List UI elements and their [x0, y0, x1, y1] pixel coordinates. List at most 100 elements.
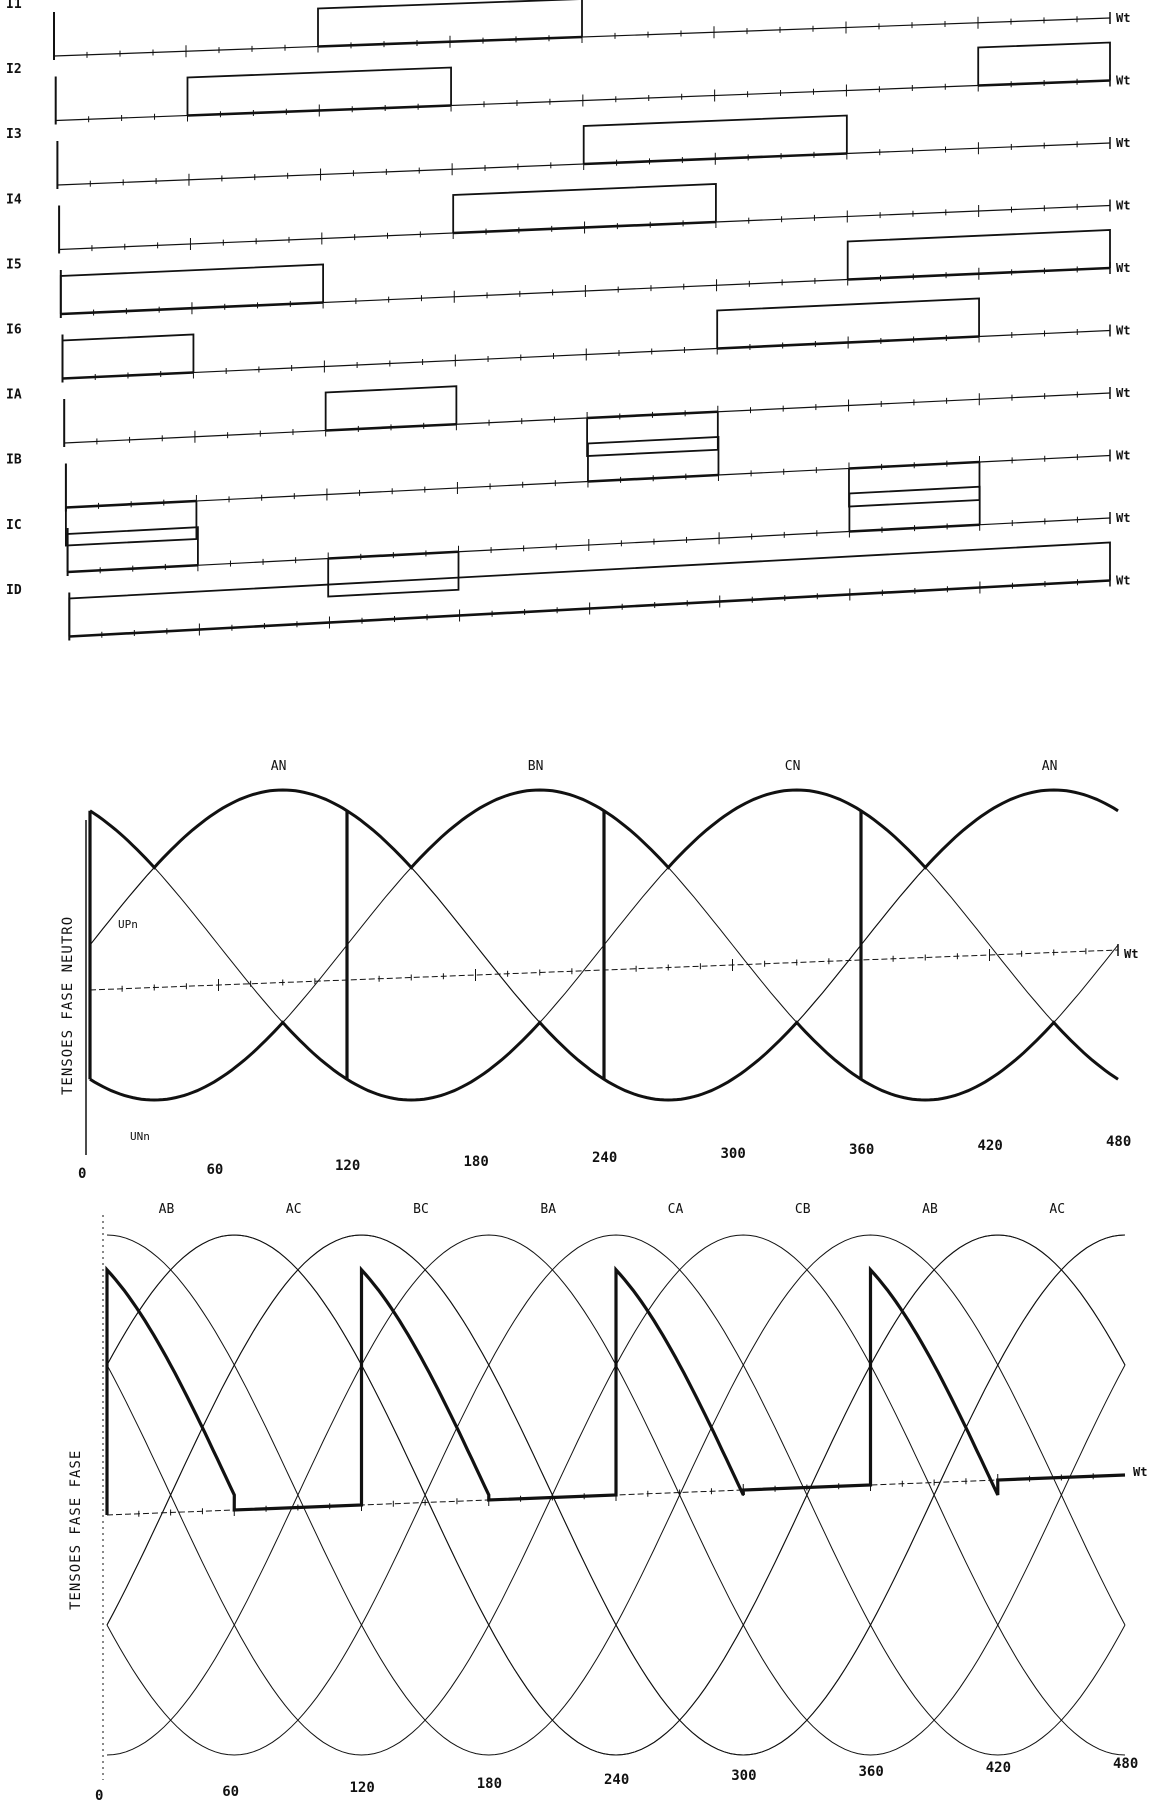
- pn-tick-label: 60: [207, 1162, 224, 1178]
- signal-label: I3: [6, 127, 22, 142]
- pulse-high: [317, 0, 583, 47]
- pulse-high-base: [60, 301, 324, 316]
- pulse-low: [327, 551, 460, 598]
- pp-series-ba: [106, 1234, 1126, 1756]
- wt-axis-label: Wt: [1116, 386, 1130, 400]
- pulse-high-base: [325, 422, 457, 432]
- wt-axis-label: Wt: [1116, 511, 1130, 525]
- pulse-high: [716, 297, 980, 349]
- wt-axis-label: Wt: [1116, 136, 1130, 150]
- pp-tick-label: 120: [350, 1780, 375, 1796]
- pulse-high-base: [583, 152, 847, 166]
- pp-wt-label: Wt: [1133, 1465, 1147, 1479]
- pulse-high: [848, 485, 981, 532]
- pulse-high-base: [69, 579, 1111, 638]
- pulse-low-base: [848, 460, 980, 470]
- pp-series-label: AC: [286, 1202, 302, 1217]
- phase-phase-chart: Wt AB AC BC BA CA CB AB AC 0 60 120 180 240 300 360 420 4…: [68, 1202, 1147, 1804]
- wt-axis-label: Wt: [1116, 261, 1130, 275]
- pulse-high-base: [849, 523, 980, 533]
- signal-label: IB: [6, 453, 22, 468]
- pulse-diagram: I1 Wt I2 Wt I3 Wt I4 Wt I5 Wt I6 Wt IA Wt IB Wt IC Wt ID Wt: [6, 0, 1130, 641]
- signal-IC: IC Wt: [6, 485, 1130, 598]
- pp-tick-label: 180: [477, 1776, 502, 1792]
- pp-series-label: BA: [540, 1202, 556, 1217]
- signal-label: IA: [6, 388, 22, 403]
- pn-upn-label: UPn: [118, 918, 138, 931]
- pn-wt-label: Wt: [1124, 947, 1138, 961]
- pulse-high: [324, 385, 458, 431]
- pn-tick-label: 480: [1106, 1134, 1131, 1150]
- pulse-high: [66, 526, 199, 572]
- phase-neutral-chart: Wt AN BN CN AN UPn UNn 0 60 120 180 240 300 360 420 480…: [60, 759, 1138, 1182]
- pulse-low-base: [65, 499, 197, 509]
- signal-IA: IA Wt: [6, 385, 1130, 457]
- signal-I4: I4 Wt: [6, 183, 1130, 254]
- pn-ylabel: TENSOES FASE NEUTRO: [60, 916, 76, 1095]
- signal-I3: I3 Wt: [6, 114, 1130, 189]
- pn-series-label: AN: [271, 759, 287, 774]
- pulse-high: [846, 229, 1111, 280]
- signal-label: IC: [6, 518, 22, 533]
- signal-label: ID: [6, 583, 22, 598]
- pn-unn-label: UNn: [130, 1130, 150, 1143]
- pp-tick-label: 300: [731, 1768, 756, 1784]
- signal-I5: I5 Wt: [6, 229, 1130, 318]
- pulse-high-base: [62, 371, 194, 380]
- pp-series-label: AB: [159, 1202, 175, 1217]
- pn-tick-label: 240: [592, 1150, 617, 1166]
- pulse-high: [59, 263, 325, 314]
- pulse-low: [848, 462, 981, 508]
- pulse-high-base: [453, 220, 716, 235]
- pp-tick-label: 360: [859, 1764, 884, 1780]
- pulse-high: [977, 41, 1111, 86]
- signal-label: I6: [6, 323, 22, 338]
- pp-series-ab: [106, 1234, 1126, 1756]
- pp-series-label: CB: [795, 1202, 811, 1217]
- pulse-low: [65, 501, 198, 547]
- signal-I2: I2 Wt: [6, 41, 1130, 125]
- signal-label: I5: [6, 257, 22, 272]
- pulse-high: [452, 183, 717, 233]
- pulse-high: [61, 333, 195, 379]
- pn-tick-label: 0: [78, 1166, 86, 1182]
- wt-axis-label: Wt: [1116, 74, 1130, 88]
- signal-label: I1: [6, 0, 22, 12]
- pp-series-label: AB: [922, 1202, 938, 1217]
- pulse-high: [582, 114, 848, 164]
- pulse-low-base: [587, 410, 718, 420]
- pn-series-label: CN: [785, 759, 801, 774]
- pulse-high: [186, 66, 452, 116]
- pp-tick-label: 240: [604, 1772, 629, 1788]
- wt-axis-label: Wt: [1116, 199, 1130, 213]
- pn-series-label: BN: [528, 759, 544, 774]
- pp-series-label: CA: [668, 1202, 684, 1217]
- signal-IB: IB Wt: [6, 436, 1130, 547]
- pulse-high-base: [317, 35, 583, 48]
- pp-tick-label: 480: [1113, 1756, 1138, 1772]
- pulse-high-base: [187, 104, 452, 117]
- pp-tick-label: 0: [95, 1788, 103, 1804]
- signal-label: I4: [6, 192, 22, 207]
- wt-axis-label: Wt: [1116, 324, 1130, 338]
- signal-I6: I6 Wt: [6, 297, 1130, 383]
- wt-axis-label: Wt: [1116, 449, 1130, 463]
- signal-ID: ID Wt: [6, 541, 1130, 641]
- pn-tick-label: 180: [464, 1154, 489, 1170]
- pulse-high-base: [717, 335, 980, 350]
- pp-ylabel: TENSOES FASE FASE: [68, 1450, 84, 1610]
- pulse-high: [587, 436, 720, 482]
- signal-label: I2: [6, 62, 22, 77]
- pulse-high-base: [978, 79, 1111, 87]
- pn-tick-label: 300: [721, 1146, 746, 1162]
- pp-series-label: AC: [1049, 1202, 1065, 1217]
- pn-tick-label: 420: [978, 1138, 1003, 1154]
- pulse-high: [68, 541, 1111, 637]
- pp-series-ac: [106, 1234, 1126, 1756]
- pulse-low-base: [328, 550, 459, 560]
- wt-axis-label: Wt: [1116, 574, 1130, 588]
- pp-tick-label: 420: [986, 1760, 1011, 1776]
- pp-output-waveform: [105, 1265, 1126, 1515]
- wt-axis-label: Wt: [1116, 11, 1130, 25]
